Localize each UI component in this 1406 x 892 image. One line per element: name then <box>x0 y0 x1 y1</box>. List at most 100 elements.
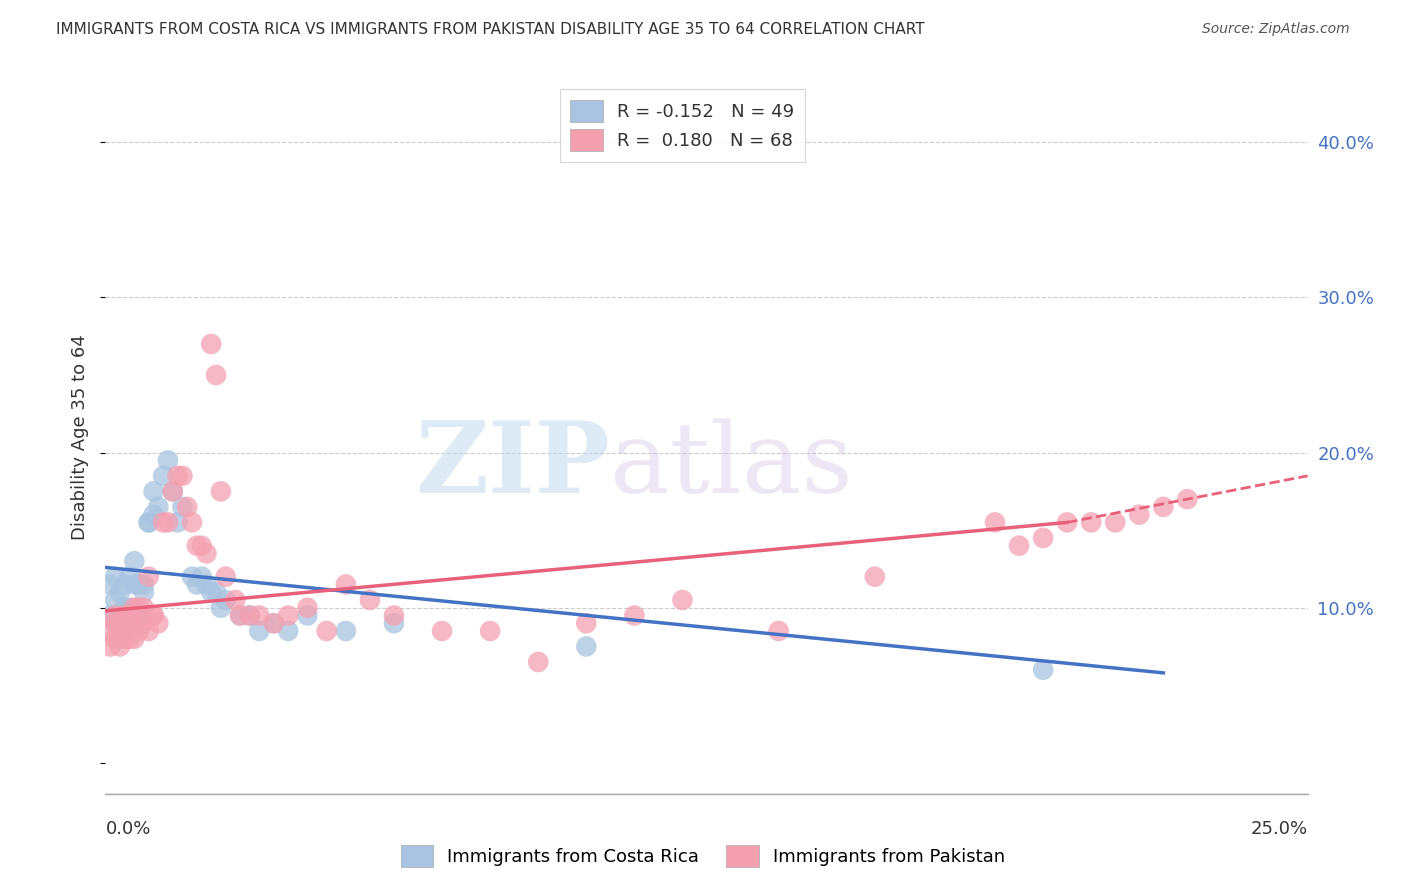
Point <box>186 577 208 591</box>
Text: IMMIGRANTS FROM COSTA RICA VS IMMIGRANTS FROM PAKISTAN DISABILITY AGE 35 TO 64 C: IMMIGRANTS FROM COSTA RICA VS IMMIGRANTS… <box>56 22 925 37</box>
Point <box>108 640 131 654</box>
Point <box>229 608 252 623</box>
Point <box>118 616 141 631</box>
Point <box>209 484 232 499</box>
Point <box>863 570 886 584</box>
Point <box>297 608 319 623</box>
Point <box>118 616 141 631</box>
Point <box>162 484 184 499</box>
Point <box>1056 516 1078 530</box>
Point <box>104 593 127 607</box>
Point <box>247 608 270 623</box>
Legend: Immigrants from Costa Rica, Immigrants from Pakistan: Immigrants from Costa Rica, Immigrants f… <box>394 838 1012 874</box>
Point <box>152 468 174 483</box>
Point <box>142 608 165 623</box>
Point <box>156 453 179 467</box>
Point <box>118 600 141 615</box>
Point <box>98 608 121 623</box>
Point <box>315 624 337 638</box>
Point <box>138 624 160 638</box>
Point <box>277 624 299 638</box>
Point <box>575 640 598 654</box>
Point <box>104 632 127 646</box>
Point <box>181 516 204 530</box>
Text: 25.0%: 25.0% <box>1250 820 1308 838</box>
Point <box>214 570 236 584</box>
Point <box>108 632 131 646</box>
Point <box>132 585 155 599</box>
Point <box>186 539 208 553</box>
Point <box>108 616 131 631</box>
Point <box>195 546 218 560</box>
Point <box>128 577 150 591</box>
Point <box>224 593 246 607</box>
Point <box>162 484 184 499</box>
Point <box>239 608 262 623</box>
Point <box>247 624 270 638</box>
Point <box>263 616 285 631</box>
Point <box>263 616 285 631</box>
Point <box>430 624 453 638</box>
Point <box>104 608 127 623</box>
Point <box>277 608 299 623</box>
Point <box>114 616 136 631</box>
Point <box>297 600 319 615</box>
Point <box>1032 663 1054 677</box>
Point <box>335 624 357 638</box>
Point <box>128 608 150 623</box>
Text: Source: ZipAtlas.com: Source: ZipAtlas.com <box>1202 22 1350 37</box>
Point <box>205 585 228 599</box>
Point <box>200 585 222 599</box>
Point <box>190 570 212 584</box>
Point <box>1128 508 1150 522</box>
Point <box>118 608 141 623</box>
Point <box>527 655 550 669</box>
Point <box>104 616 127 631</box>
Point <box>138 570 160 584</box>
Point <box>1175 492 1198 507</box>
Point <box>138 516 160 530</box>
Point <box>359 593 381 607</box>
Point <box>200 337 222 351</box>
Point <box>172 500 194 514</box>
Point <box>172 468 194 483</box>
Point <box>190 539 212 553</box>
Point <box>138 516 160 530</box>
Point <box>148 500 170 514</box>
Point <box>142 608 165 623</box>
Point <box>335 577 357 591</box>
Point <box>176 500 198 514</box>
Point <box>152 516 174 530</box>
Point <box>128 600 150 615</box>
Point <box>142 508 165 522</box>
Point <box>114 624 136 638</box>
Point <box>166 516 188 530</box>
Point <box>108 624 131 638</box>
Point <box>382 616 405 631</box>
Y-axis label: Disability Age 35 to 64: Disability Age 35 to 64 <box>72 334 90 540</box>
Point <box>575 616 598 631</box>
Point <box>671 593 693 607</box>
Text: ZIP: ZIP <box>415 417 610 514</box>
Point <box>114 600 136 615</box>
Point <box>128 624 150 638</box>
Text: 0.0%: 0.0% <box>105 820 150 838</box>
Point <box>479 624 502 638</box>
Point <box>124 577 146 591</box>
Point <box>1080 516 1102 530</box>
Point <box>132 600 155 615</box>
Point <box>214 593 236 607</box>
Point <box>623 608 645 623</box>
Point <box>114 577 136 591</box>
Point <box>229 608 252 623</box>
Legend: R = -0.152   N = 49, R =  0.180   N = 68: R = -0.152 N = 49, R = 0.180 N = 68 <box>560 89 806 162</box>
Point <box>108 608 131 623</box>
Point <box>148 616 170 631</box>
Point <box>114 608 136 623</box>
Point <box>104 616 127 631</box>
Point <box>118 570 141 584</box>
Point <box>1032 531 1054 545</box>
Point <box>98 577 121 591</box>
Point <box>209 600 232 615</box>
Point <box>984 516 1007 530</box>
